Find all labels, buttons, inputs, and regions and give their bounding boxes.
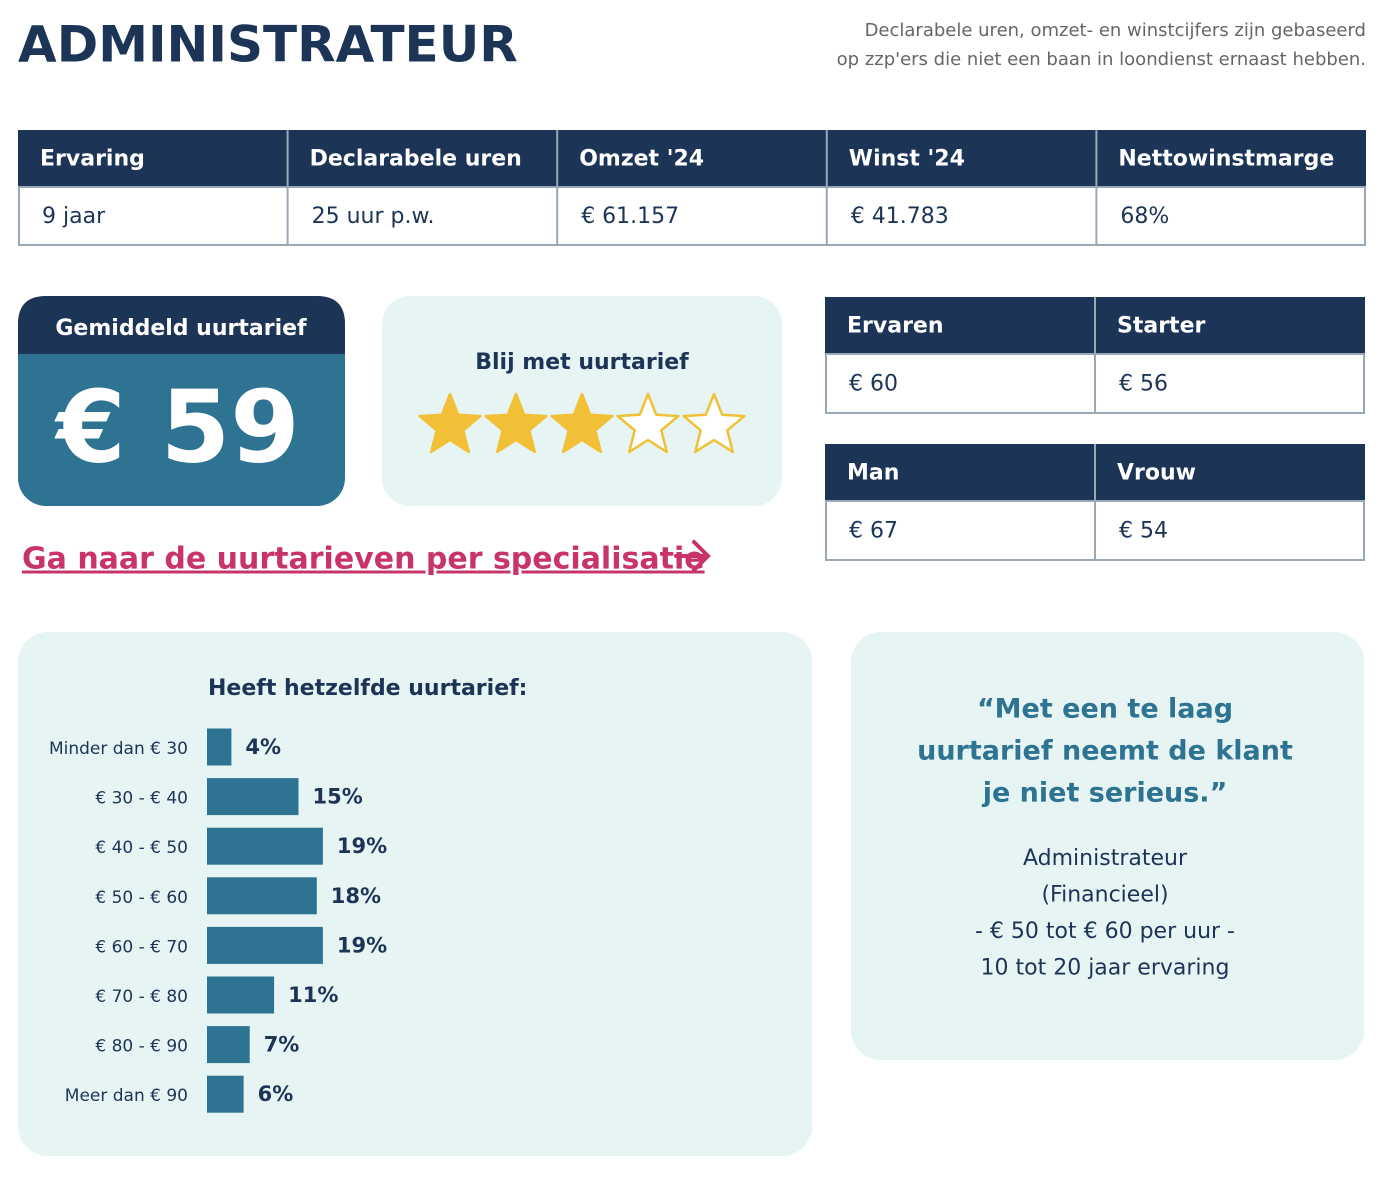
table-cell: € 60 xyxy=(849,372,898,397)
quote-card xyxy=(851,632,1364,1060)
table-header: Nettowinstmarge xyxy=(1118,147,1334,172)
attribution-line: - € 50 tot € 60 per uur - xyxy=(975,919,1235,944)
bar xyxy=(207,778,299,816)
category-label: € 80 - € 90 xyxy=(95,1037,188,1057)
bar xyxy=(207,926,323,964)
table-cell: € 41.783 xyxy=(851,204,949,229)
rating-star xyxy=(616,392,680,454)
average-card-header xyxy=(18,296,345,354)
bar-value-label: 4% xyxy=(245,735,281,759)
bar xyxy=(207,877,317,915)
category-label: € 50 - € 60 xyxy=(95,888,188,908)
table-cell: € 56 xyxy=(1119,372,1168,397)
rating-label: Blij met uurtarief xyxy=(475,350,689,375)
rating-star xyxy=(484,392,548,454)
table-header: Starter xyxy=(1117,314,1205,339)
attribution-line: Administrateur xyxy=(1023,846,1188,871)
bar xyxy=(207,728,232,766)
note-line: Declarabele uren, omzet- en winstcijfers… xyxy=(865,20,1366,41)
bar-value-label: 6% xyxy=(258,1082,294,1106)
category-label: € 70 - € 80 xyxy=(95,987,188,1007)
specialisation-link[interactable]: Ga naar de uurtarieven per specialisatie xyxy=(22,542,705,577)
bar xyxy=(207,1075,244,1113)
attribution-line: (Financieel) xyxy=(1041,883,1168,908)
bar xyxy=(207,976,275,1014)
rating-star xyxy=(550,392,614,454)
attribution-line: 10 tot 20 jaar ervaring xyxy=(981,956,1230,981)
quote-line: je niet serieus.” xyxy=(982,778,1228,809)
bar xyxy=(207,1026,250,1064)
table-header-bg xyxy=(18,130,1366,187)
table-header: Vrouw xyxy=(1117,461,1196,486)
bar-value-label: 7% xyxy=(264,1033,300,1057)
bar xyxy=(207,827,323,865)
bar-value-label: 19% xyxy=(337,933,387,957)
average-value: € 59 xyxy=(54,368,300,485)
table-cell: 25 uur p.w. xyxy=(312,204,435,229)
bar-value-label: 15% xyxy=(313,785,363,809)
bar-value-label: 19% xyxy=(337,834,387,858)
table-cell: 68% xyxy=(1120,204,1169,229)
table-cell: 9 jaar xyxy=(42,204,106,229)
category-label: € 60 - € 70 xyxy=(95,937,188,957)
table-row-bg xyxy=(18,186,1366,246)
bar-value-label: 11% xyxy=(288,983,338,1007)
category-label: Meer dan € 90 xyxy=(65,1086,188,1106)
table-cell: € 54 xyxy=(1119,519,1168,544)
category-label: € 40 - € 50 xyxy=(95,838,188,858)
chart-title: Heeft hetzelfde uurtarief: xyxy=(208,676,527,701)
bar-value-label: 18% xyxy=(331,884,381,908)
table-header: Ervaren xyxy=(847,314,944,339)
note-line: op zzp'ers die niet een baan in loondien… xyxy=(837,49,1366,70)
link-arrow[interactable] xyxy=(674,540,711,572)
rating-star xyxy=(418,392,482,454)
table-header: Man xyxy=(847,461,899,486)
category-label: € 30 - € 40 xyxy=(95,789,188,809)
table-header: Declarabele uren xyxy=(310,147,522,172)
category-label: Minder dan € 30 xyxy=(49,739,188,759)
table-header: Winst '24 xyxy=(849,147,965,172)
page-title: ADMINISTRATEUR xyxy=(18,16,518,74)
average-label: Gemiddeld uurtarief xyxy=(55,316,307,341)
quote-line: “Met een te laag xyxy=(977,694,1233,725)
quote-line: uurtarief neemt de klant xyxy=(917,736,1293,767)
table-header: Ervaring xyxy=(40,147,145,172)
table-cell: € 61.157 xyxy=(581,204,679,229)
table-header: Omzet '24 xyxy=(579,147,704,172)
rating-star xyxy=(682,392,746,454)
table-cell: € 67 xyxy=(849,519,898,544)
